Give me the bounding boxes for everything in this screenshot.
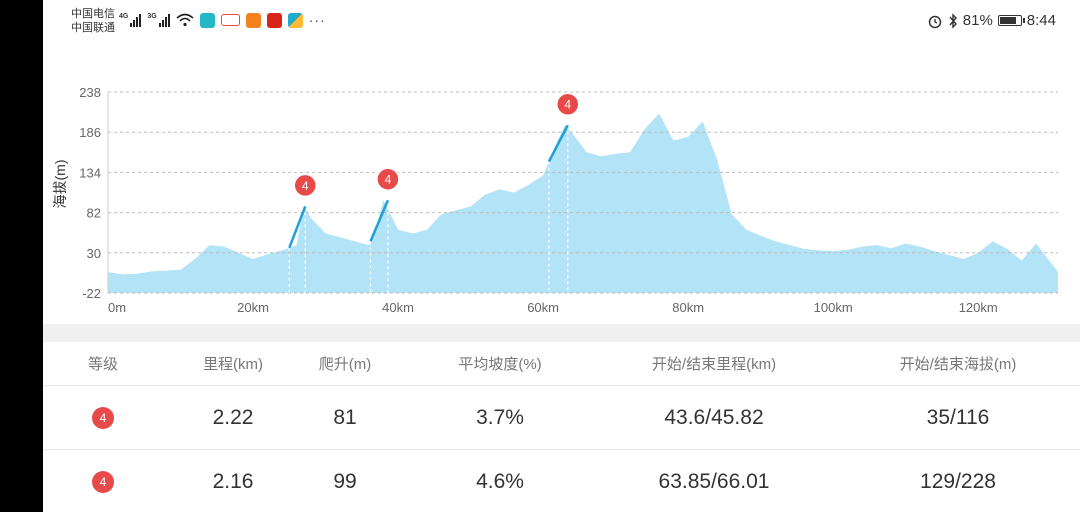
climb-table: 等级 里程(km) 爬升(m) 平均坡度(%) 开始/结束里程(km) 开始/结… <box>43 342 1080 512</box>
header-start-end-km: 开始/结束里程(km) <box>651 356 777 373</box>
clock: 8:44 <box>1026 12 1056 29</box>
header-start-end-elev: 开始/结束海拔(m) <box>899 356 1017 373</box>
y-tick-label: 82 <box>87 206 101 221</box>
carrier-2: 中国联通 <box>71 22 115 34</box>
start-end-elev-cell: 35/116 <box>926 405 990 429</box>
start-end-km-cell: 63.85/66.01 <box>658 469 770 493</box>
climb-segment <box>288 205 307 249</box>
status-icons-right: 81% 8:44 <box>927 12 1056 29</box>
grade-badge: 4 <box>92 406 114 429</box>
distance-cell: 2.22 <box>212 405 254 429</box>
climb-cell: 81 <box>333 405 357 429</box>
start-end-km-cell: 43.6/45.82 <box>664 405 764 429</box>
x-tick-label: 20km <box>237 300 269 315</box>
header-avg-grade: 平均坡度(%) <box>458 356 542 373</box>
bluetooth-icon <box>949 12 957 29</box>
signal-3g-icon: 3G <box>147 13 170 27</box>
app-notification-icon <box>199 12 215 28</box>
y-tick-label: 186 <box>79 125 101 140</box>
header-grade: 等级 <box>87 356 118 373</box>
x-tick-label: 80km <box>672 300 704 315</box>
start-end-elev-cell: 129/228 <box>920 469 996 493</box>
x-tick-label: 120km <box>959 300 998 315</box>
table-row[interactable]: 4 2.16 99 4.6% 63.85/66.01 129/228 <box>43 450 1080 512</box>
wifi-icon <box>176 13 194 27</box>
grade-cell: 4 <box>73 386 133 449</box>
climb-badge-label: 4 <box>302 179 309 193</box>
x-tick-label: 100km <box>814 300 853 315</box>
app-screen: 中国电信 中国联通 4G 3G ··· <box>43 0 1080 512</box>
y-tick-label: -22 <box>82 286 101 301</box>
climb-badge-label: 4 <box>564 98 571 112</box>
y-tick-label: 238 <box>79 85 101 100</box>
x-tick-label: 0m <box>108 300 126 315</box>
elevation-chart-svg: 238 186 134 82 30 -22 0m 20km 40km 60km 80km 100km 1… <box>79 85 1058 315</box>
elevation-chart[interactable]: 海拔(m) 238 186 134 82 30 -22 0m 20km 40km 60km 80km… <box>43 44 1080 324</box>
more-notifications-icon: ··· <box>308 12 326 28</box>
table-header: 等级 里程(km) 爬升(m) 平均坡度(%) 开始/结束里程(km) 开始/结… <box>43 342 1080 386</box>
avg-grade-cell: 4.6% <box>476 469 524 493</box>
avg-grade-cell: 3.7% <box>476 405 524 429</box>
header-distance: 里程(km) <box>203 356 263 373</box>
battery-percent: 81% <box>962 12 993 29</box>
app-notification-icon <box>287 12 303 28</box>
battery-icon <box>997 15 1025 26</box>
climb-badge <box>376 167 400 191</box>
climb-badge <box>556 92 580 116</box>
grade-cell: 4 <box>73 450 133 512</box>
section-divider <box>43 324 1080 342</box>
carrier-1: 中国电信 <box>71 8 115 20</box>
carrier-info: 中国电信 中国联通 <box>71 7 115 35</box>
distance-cell: 2.16 <box>212 469 254 493</box>
elevation-area <box>108 113 1058 293</box>
climb-segment <box>369 199 390 242</box>
x-tick-label: 60km <box>527 300 559 315</box>
app-notification-icon <box>266 12 282 28</box>
y-tick-label: 30 <box>87 246 101 261</box>
status-icons-left: 4G 3G ··· <box>119 12 326 28</box>
x-tick-label: 40km <box>382 300 414 315</box>
status-bar: 中国电信 中国联通 4G 3G ··· <box>43 0 1080 44</box>
grade-badge: 4 <box>92 470 114 493</box>
climb-segment <box>547 124 569 163</box>
app-notification-icon <box>245 12 261 28</box>
climb-badge-label: 4 <box>385 173 392 187</box>
signal-4g-icon: 4G <box>119 13 142 27</box>
app-notification-icon <box>220 14 240 26</box>
table-row[interactable]: 4 2.22 81 3.7% 43.6/45.82 35/116 <box>43 386 1080 450</box>
y-tick-label: 134 <box>79 165 101 180</box>
alarm-icon <box>928 15 942 28</box>
climb-badge <box>293 173 318 198</box>
header-climb: 爬升(m) <box>318 356 372 373</box>
climb-cell: 99 <box>333 469 357 493</box>
